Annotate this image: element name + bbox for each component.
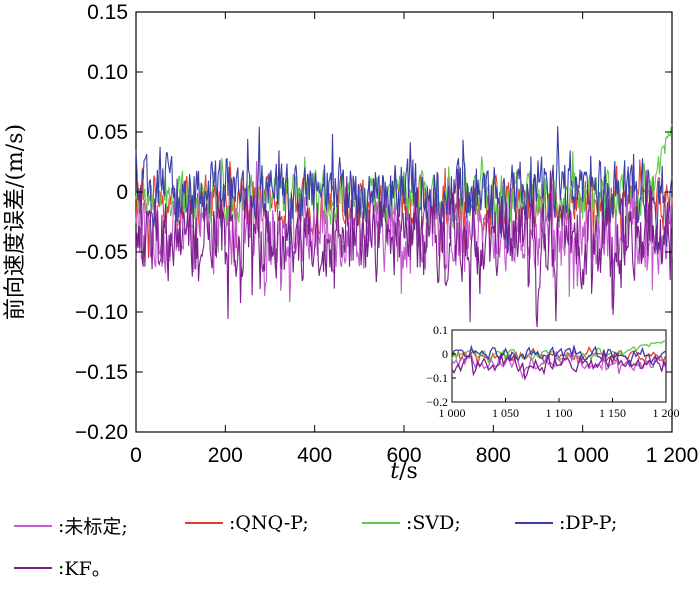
inset-series-layer: [451, 339, 667, 381]
y-tick-label: −0.10: [75, 301, 128, 324]
inset-x-tick-labels: 1 000 1 050 1 100 1 150 1 200: [439, 406, 680, 420]
inset-series-line-s5: [451, 349, 667, 381]
legend-swatch: [14, 566, 52, 569]
x-tick-label: 800: [476, 444, 511, 467]
legend-swatch: [362, 522, 400, 524]
legend-separator: :: [559, 512, 566, 534]
x-tick-label: 600: [386, 444, 421, 467]
legend-separator: :: [406, 512, 413, 534]
inset-y-tick-label: 0.1: [433, 323, 448, 337]
inset-y-tick-label: −0.2: [426, 395, 448, 409]
y-tick-label: 0.05: [87, 121, 128, 144]
inset-y-tick-labels: 0.1 0 −0.1 −0.2: [426, 323, 448, 409]
legend-swatch: [185, 522, 223, 524]
x-axis-title-italic: t: [390, 459, 399, 484]
y-tick-label: 0.15: [87, 1, 128, 24]
legend-item: : SVD;: [362, 512, 461, 534]
inset-y-tick-label: −0.1: [426, 371, 448, 385]
x-tick-label: 1 000: [556, 444, 609, 467]
series-layer: [135, 124, 673, 328]
y-tick-label: −0.15: [75, 361, 128, 384]
inset-x-tick-label: 1 050: [492, 406, 519, 420]
inset-series-line-s3: [451, 339, 667, 364]
series-line-s3: [135, 124, 673, 253]
legend-label: QNQ-P;: [235, 512, 309, 534]
legend-swatch: [14, 524, 52, 527]
legend-swatch: [515, 522, 553, 524]
legend-label: 未标定;: [64, 516, 128, 538]
inset-x-tick-label: 1 000: [439, 406, 466, 420]
legend-label: KF。: [64, 558, 111, 580]
inset-ticks: [451, 329, 667, 403]
y-tick-label: −0.20: [75, 421, 128, 444]
inset-y-tick-label: 0: [442, 347, 448, 361]
legend-item: : 未标定;: [14, 512, 128, 539]
y-tick-label: −0.05: [75, 241, 128, 264]
legend: : 未标定;: QNQ-P;: SVD;: DP-P;: KF。: [0, 500, 700, 590]
x-tick-labels: 0 200 400 600 800 1 000 1 200: [130, 444, 698, 467]
legend-label: DP-P;: [565, 512, 618, 534]
series-line-s4: [135, 126, 673, 258]
inset-plot: 1 000 1 050 1 100 1 150 1 200 0.1 0 −0.1 −0.2: [426, 323, 679, 420]
series-line-s5: [135, 168, 673, 328]
inset-x-tick-label: 1 100: [546, 406, 573, 420]
x-tick-label: 400: [297, 444, 332, 467]
y-tick-labels: 0.15 0.10 0.05 0 −0.05 −0.10 −0.15 −0.20: [75, 1, 128, 444]
chart: 0 200 400 600 800 1 000 1 200 0.150.100.050−0.…: [3, 1, 698, 484]
y-tick-label: 0: [116, 181, 128, 204]
x-tick-label: 200: [208, 444, 243, 467]
legend-label: SVD;: [412, 512, 461, 534]
x-axis-title-unit: /s: [399, 459, 418, 484]
x-axis-title: t/s: [390, 459, 418, 484]
legend-item: : KF。: [14, 554, 111, 581]
x-tick-label: 0: [130, 444, 142, 467]
inset-background: [451, 329, 667, 403]
x-tick-label: 1 200: [646, 444, 699, 467]
axis-ticks: [135, 11, 673, 433]
inset-x-tick-label: 1 150: [599, 406, 626, 420]
legend-separator: :: [58, 556, 65, 579]
y-axis-title: 前向速度误差/(m/s): [3, 124, 28, 320]
legend-separator: :: [58, 514, 65, 537]
inset-x-tick-label: 1 200: [653, 406, 680, 420]
y-tick-label: 0.10: [87, 61, 128, 84]
legend-separator: :: [229, 512, 236, 534]
legend-item: : QNQ-P;: [185, 512, 309, 534]
legend-item: : DP-P;: [515, 512, 617, 534]
